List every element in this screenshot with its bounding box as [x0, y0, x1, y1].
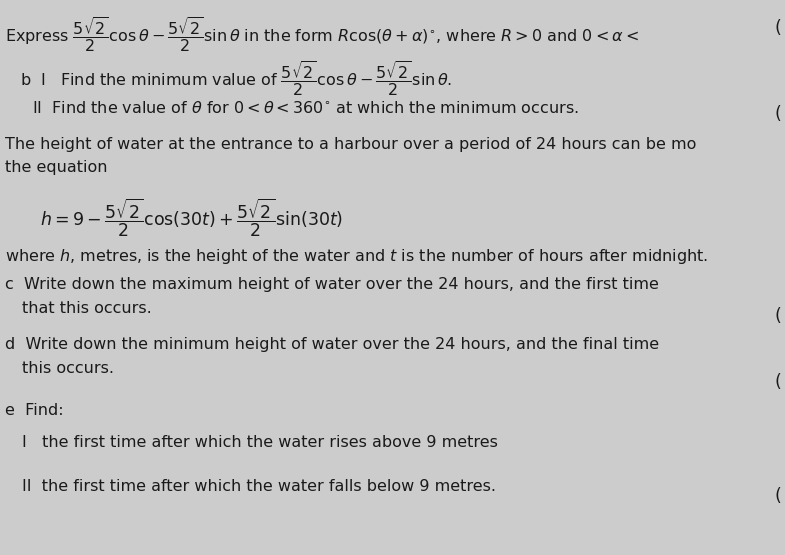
Text: $h = 9 - \dfrac{5\sqrt{2}}{2}\cos(30t) + \dfrac{5\sqrt{2}}{2}\sin(30t)$: $h = 9 - \dfrac{5\sqrt{2}}{2}\cos(30t) +… [40, 197, 343, 239]
Text: II  the first time after which the water falls below 9 metres.: II the first time after which the water … [22, 479, 496, 494]
Text: e  Find:: e Find: [5, 403, 64, 418]
Text: II  Find the value of $\theta$ for $0 < \theta < 360^{\circ}$ at which the minim: II Find the value of $\theta$ for $0 < \… [32, 100, 579, 116]
Text: d  Write down the minimum height of water over the 24 hours, and the final time: d Write down the minimum height of water… [5, 337, 659, 352]
Text: c  Write down the maximum height of water over the 24 hours, and the first time: c Write down the maximum height of water… [5, 277, 659, 292]
Text: b  I   Find the minimum value of $\dfrac{5\sqrt{2}}{2}\cos\theta - \dfrac{5\sqrt: b I Find the minimum value of $\dfrac{5\… [20, 59, 452, 98]
Text: (: ( [775, 487, 782, 505]
Text: this occurs.: this occurs. [22, 361, 114, 376]
Text: (: ( [775, 19, 782, 37]
Text: Express $\dfrac{5\sqrt{2}}{2}\cos\theta - \dfrac{5\sqrt{2}}{2}\sin\theta$ in the: Express $\dfrac{5\sqrt{2}}{2}\cos\theta … [5, 15, 639, 54]
Text: The height of water at the entrance to a harbour over a period of 24 hours can b: The height of water at the entrance to a… [5, 137, 696, 152]
Text: that this occurs.: that this occurs. [22, 301, 152, 316]
Text: (: ( [775, 307, 782, 325]
Text: (: ( [775, 373, 782, 391]
Text: (: ( [775, 105, 782, 123]
Text: the equation: the equation [5, 160, 108, 175]
Text: I   the first time after which the water rises above 9 metres: I the first time after which the water r… [22, 435, 498, 450]
Text: where $h$, metres, is the height of the water and $t$ is the number of hours aft: where $h$, metres, is the height of the … [5, 247, 708, 266]
